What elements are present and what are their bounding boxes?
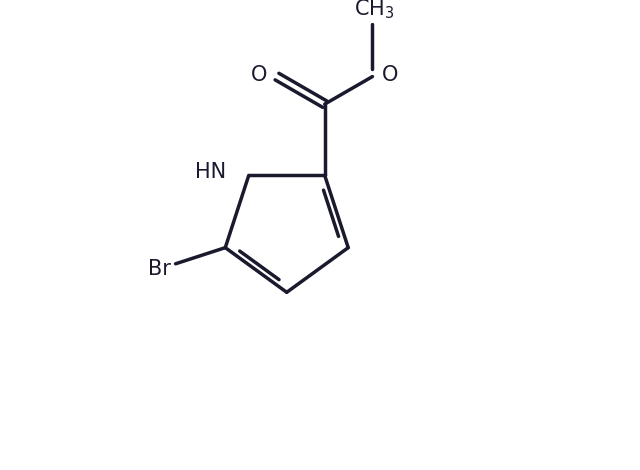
Text: HN: HN [195,162,226,181]
Text: CH$_3$: CH$_3$ [354,0,395,21]
Text: O: O [382,65,398,85]
Text: O: O [251,65,268,85]
Text: Br: Br [148,259,171,279]
